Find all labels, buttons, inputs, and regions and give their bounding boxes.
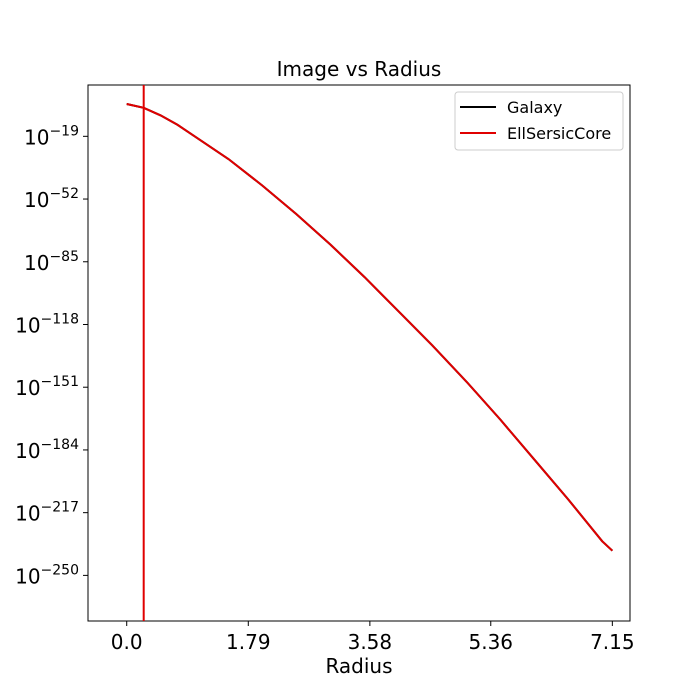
y-tick-label: 10−52 bbox=[24, 186, 79, 212]
y-tick-label: 10−85 bbox=[24, 249, 79, 275]
x-ticks: 0.0 1.79 3.58 5.36 7.15 bbox=[111, 621, 635, 654]
y-tick-label: 10−151 bbox=[15, 374, 79, 400]
x-tick-label: 7.15 bbox=[590, 630, 635, 654]
x-tick-label: 0.0 bbox=[111, 630, 143, 654]
y-tick-label: 10−250 bbox=[15, 562, 79, 588]
legend-entry-label: Galaxy bbox=[507, 98, 562, 117]
chart-title: Image vs Radius bbox=[277, 57, 442, 81]
x-tick-label: 5.36 bbox=[468, 630, 513, 654]
legend-entry-label: EllSersicCore bbox=[507, 124, 611, 143]
series-layer bbox=[126, 85, 614, 621]
x-tick-label: 1.79 bbox=[226, 630, 271, 654]
y-tick-label: 10−19 bbox=[24, 123, 79, 149]
series-line-ellsersiccore bbox=[126, 103, 614, 552]
x-tick-label: 3.58 bbox=[348, 630, 393, 654]
y-tick-label: 10−184 bbox=[15, 437, 79, 463]
y-tick-label: 10−217 bbox=[15, 500, 79, 526]
x-axis-label: Radius bbox=[325, 654, 392, 678]
y-tick-label: 10−118 bbox=[15, 311, 79, 337]
series-line-galaxy bbox=[126, 103, 614, 552]
y-ticks: 10−19 10−52 10−85 10−118 10−151 10−184 10−217 1… bbox=[15, 123, 88, 588]
plot-frame bbox=[87, 84, 631, 622]
legend: Galaxy EllSersicCore bbox=[454, 91, 624, 151]
legend-box bbox=[454, 91, 624, 151]
